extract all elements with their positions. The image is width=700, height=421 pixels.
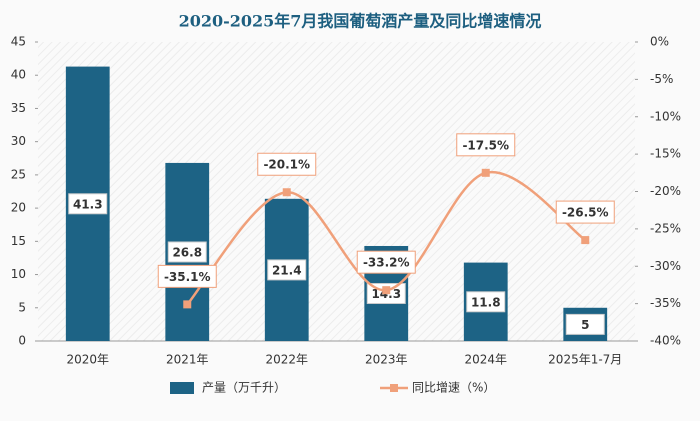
line-marker <box>581 236 590 245</box>
x-tick-label: 2020年 <box>66 353 109 367</box>
line-marker <box>282 188 291 197</box>
value-label: 5 <box>581 318 589 332</box>
y2-tick-label: -40% <box>650 334 681 348</box>
y2-tick-label: -30% <box>650 259 681 273</box>
value-label-box <box>456 133 516 157</box>
value-label-box <box>356 250 416 274</box>
y2-tick-label: 0% <box>650 35 669 49</box>
value-label-box <box>267 259 307 281</box>
value-label: 11.8 <box>471 295 501 309</box>
y2-tick-label: -10% <box>650 109 681 123</box>
value-label-box <box>157 264 217 288</box>
value-label: -20.1% <box>263 158 310 172</box>
value-label-box <box>565 313 605 335</box>
value-label-box <box>68 193 108 215</box>
y2-tick-label: -5% <box>650 72 673 86</box>
y2-tick-label: -15% <box>650 147 681 161</box>
value-label: 26.8 <box>172 245 202 259</box>
y2-tick-label: -25% <box>650 221 681 235</box>
legend-label: 同比增速（%） <box>412 381 495 395</box>
value-label-box <box>167 241 207 263</box>
y2-tick-label: -20% <box>650 184 681 198</box>
x-tick-label: 2023年 <box>365 353 408 367</box>
line-marker <box>481 168 490 177</box>
value-label: -35.1% <box>164 270 211 284</box>
x-tick-label: 2021年 <box>166 353 209 367</box>
line-marker <box>183 300 192 309</box>
value-label: -26.5% <box>562 206 609 220</box>
y-tick-label: 10 <box>11 267 26 281</box>
legend-label: 产量（万千升） <box>202 381 286 395</box>
y-tick-label: 5 <box>18 300 26 314</box>
y-tick-label: 0 <box>18 334 26 348</box>
line-marker <box>382 286 391 295</box>
value-label-box <box>555 200 615 224</box>
value-label: -17.5% <box>462 138 509 152</box>
chart-title: 2020-2025年7月我国葡萄酒产量及同比增速情况 <box>179 12 542 31</box>
y-tick-label: 20 <box>11 201 26 215</box>
value-label: 41.3 <box>73 197 103 211</box>
y-tick-label: 15 <box>11 234 26 248</box>
x-tick-label: 2024年 <box>464 353 507 367</box>
legend-swatch <box>390 384 398 392</box>
value-label-box <box>466 291 506 313</box>
y-tick-label: 25 <box>11 167 26 181</box>
y-tick-label: 40 <box>11 68 26 82</box>
x-tick-label: 2025年1-7月 <box>548 353 622 367</box>
y-tick-label: 35 <box>11 101 26 115</box>
y-tick-label: 45 <box>11 35 26 49</box>
legend-swatch <box>170 382 194 394</box>
plot-area <box>38 42 635 341</box>
value-label: 21.4 <box>272 263 302 277</box>
value-label-box <box>257 152 317 176</box>
value-label: -33.2% <box>363 256 410 270</box>
x-tick-label: 2022年 <box>265 353 308 367</box>
y2-tick-label: -35% <box>650 296 681 310</box>
y-tick-label: 30 <box>11 134 26 148</box>
